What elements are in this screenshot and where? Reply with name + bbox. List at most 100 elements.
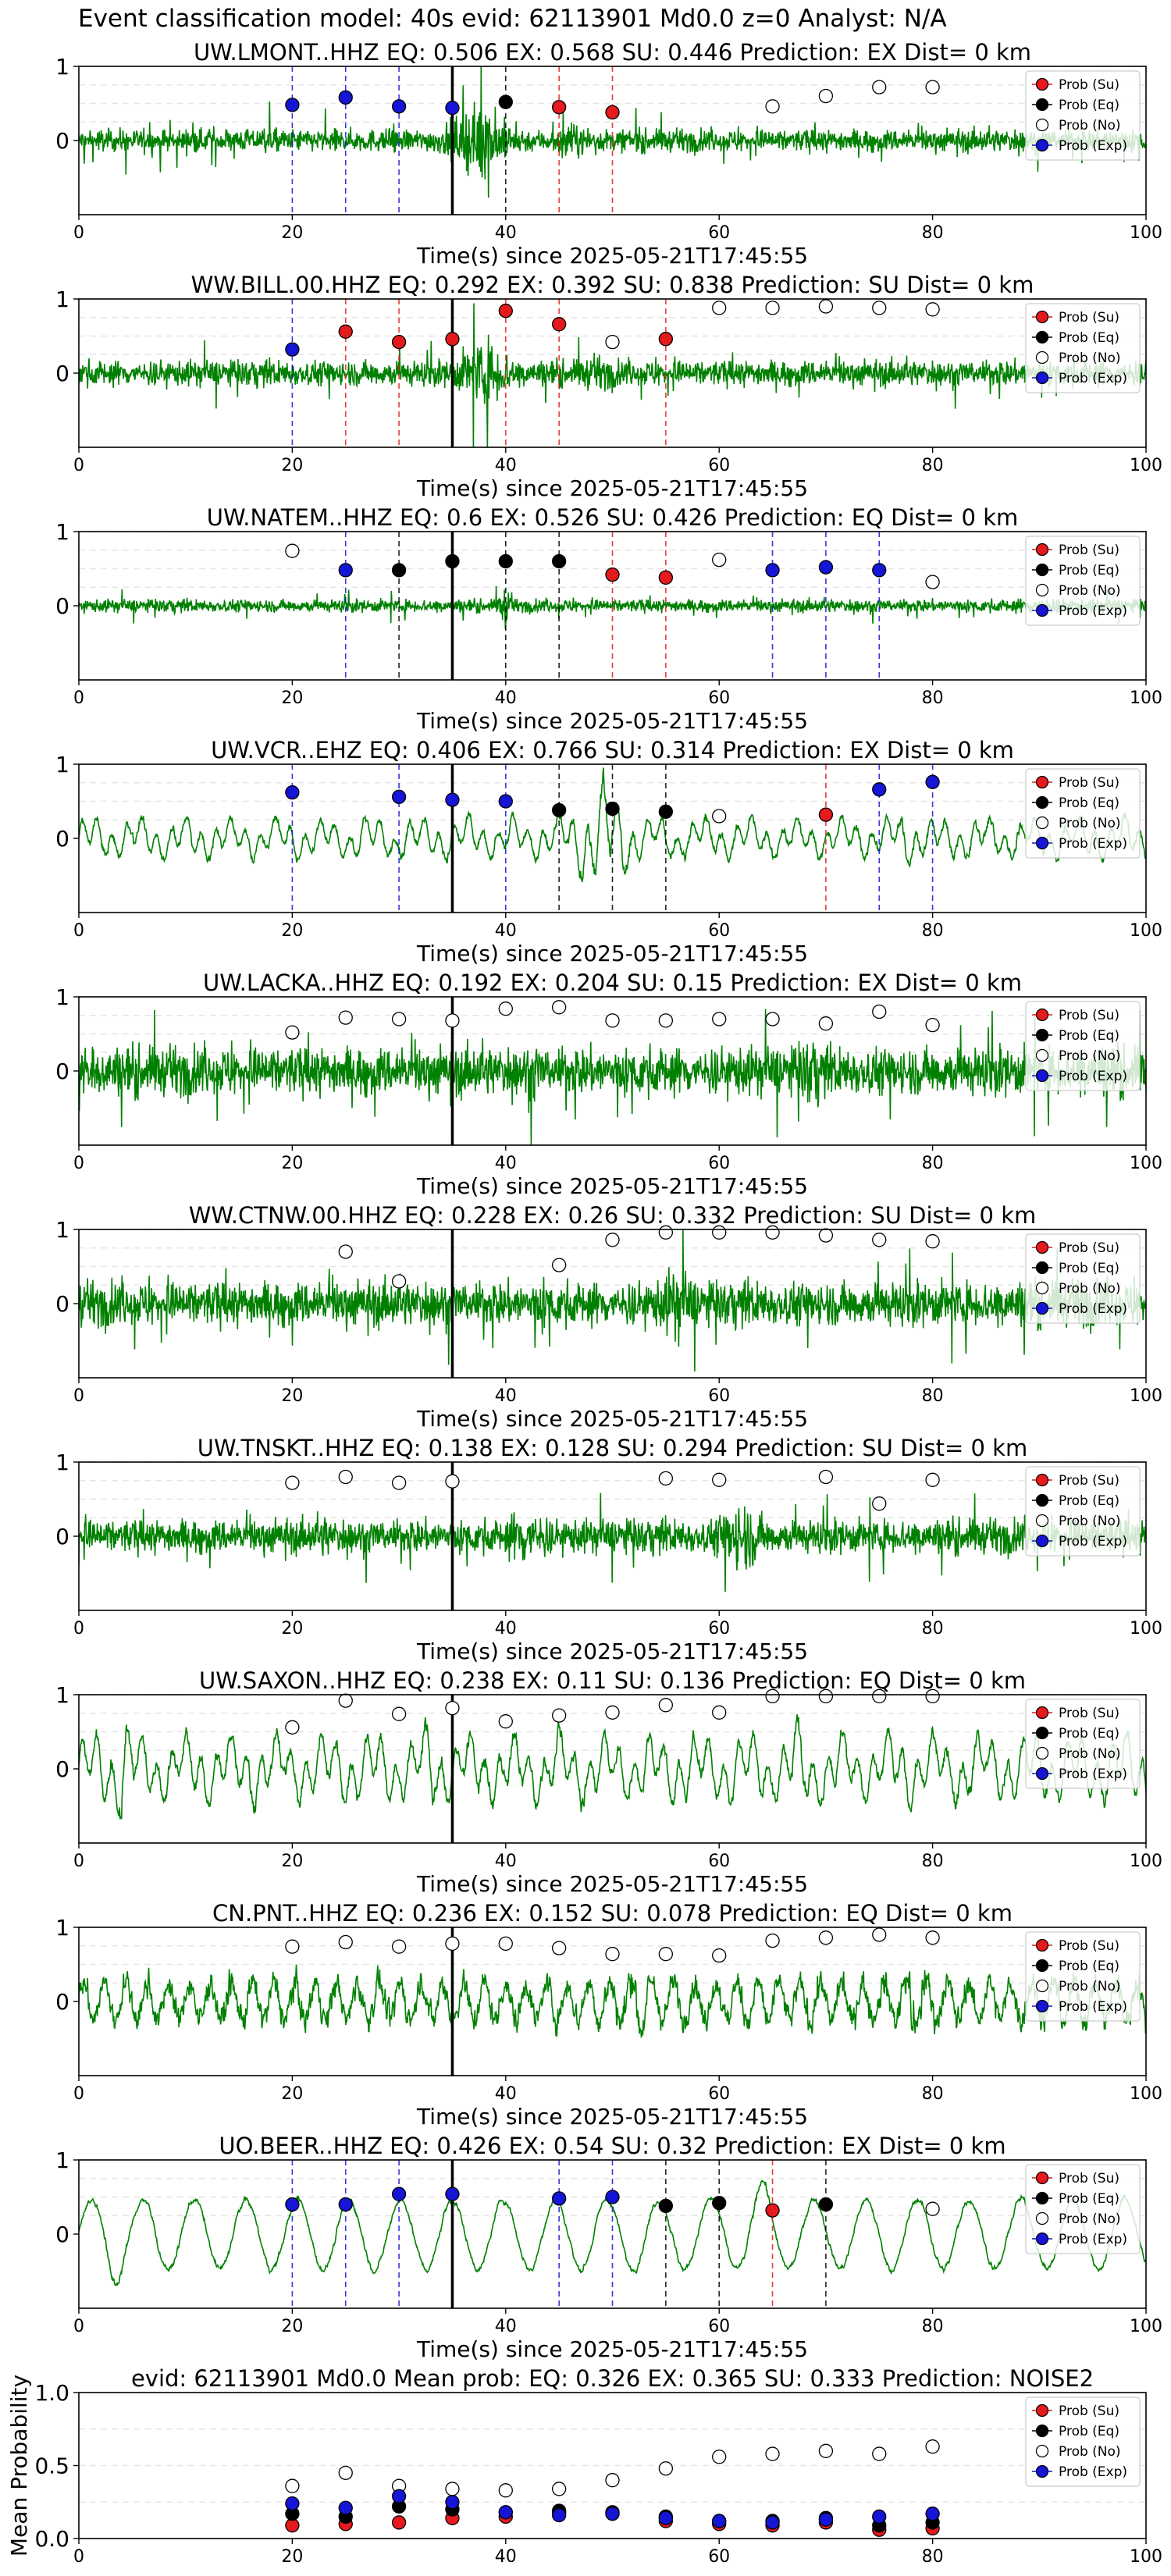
legend-marker-no bbox=[1035, 1746, 1049, 1760]
x-tick-label: 20 bbox=[281, 1852, 303, 1871]
x-tick-label: 60 bbox=[708, 921, 730, 941]
panel-title: UW.LMONT..HHZ EQ: 0.506 EX: 0.568 SU: 0.… bbox=[194, 39, 1031, 66]
x-tick-label: 0 bbox=[73, 223, 84, 243]
prob-marker-eq bbox=[658, 2198, 673, 2214]
legend-label-su: Prob (Su) bbox=[1059, 1938, 1119, 1954]
legend-label-eq: Prob (Eq) bbox=[1059, 98, 1119, 113]
mean-prob-marker-exp bbox=[498, 2505, 513, 2520]
x-tick-label: 60 bbox=[708, 1154, 730, 1173]
panel-3: 0 20 40 60 80 100 0 1 UW.NATEM..HHZ EQ: 0.6 EX: … bbox=[55, 504, 1162, 734]
legend-marker-exp bbox=[1035, 2464, 1049, 2478]
prob-marker-no bbox=[498, 1714, 513, 1729]
prob-marker-no bbox=[818, 1016, 834, 1031]
prob-marker-no bbox=[765, 1933, 780, 1948]
legend-marker-eq bbox=[1035, 1726, 1049, 1740]
x-tick-label: 60 bbox=[708, 1852, 730, 1871]
prob-marker-no bbox=[872, 1233, 887, 1247]
legend-label-eq: Prob (Eq) bbox=[1059, 1493, 1119, 1509]
panel-title: WW.BILL.00.HHZ EQ: 0.292 EX: 0.392 SU: 0… bbox=[191, 272, 1034, 298]
prob-marker-no bbox=[925, 1688, 940, 1704]
legend: Prob (Su) Prob (Eq) Prob (No) Prob (Exp) bbox=[1025, 1233, 1141, 1324]
legend-marker-eq bbox=[1035, 2191, 1049, 2205]
legend-marker-eq bbox=[1035, 1028, 1049, 1042]
x-tick-label: 100 bbox=[1130, 456, 1162, 475]
mean-prob-marker-exp bbox=[605, 2507, 620, 2521]
legend-marker-su bbox=[1035, 1706, 1049, 1720]
x-tick-label: 100 bbox=[1130, 223, 1162, 243]
prob-marker-exp bbox=[285, 98, 300, 112]
prob-marker-no bbox=[498, 1002, 513, 1016]
prob-marker-exp bbox=[445, 101, 460, 116]
legend-marker-su bbox=[1035, 775, 1049, 789]
x-tick-label: 0 bbox=[73, 1852, 84, 1871]
legend-label-exp: Prob (Exp) bbox=[1059, 1069, 1127, 1084]
prob-marker-no bbox=[818, 1688, 834, 1704]
x-tick-label: 60 bbox=[708, 456, 730, 475]
y-tick-label: 0 bbox=[55, 2222, 69, 2247]
prob-marker-exp bbox=[285, 785, 300, 800]
legend-marker-exp bbox=[1035, 1069, 1049, 1083]
panel-8: 0 20 40 60 80 100 0 1 UW.SAXON..HHZ EQ: 0.238 EX… bbox=[55, 1667, 1162, 1897]
x-tick-label: 40 bbox=[495, 1386, 517, 1406]
prob-marker-no bbox=[925, 1234, 940, 1249]
legend-marker-su bbox=[1035, 2171, 1049, 2185]
mean-prob-marker-exp bbox=[872, 2509, 887, 2524]
prob-marker-exp bbox=[338, 2197, 353, 2212]
legend-label-eq: Prob (Eq) bbox=[1059, 2191, 1119, 2207]
prob-marker-su bbox=[552, 100, 567, 115]
x-tick-label: 40 bbox=[495, 1619, 517, 1638]
mean-prob-marker-su bbox=[391, 2515, 407, 2530]
panel-5: 0 20 40 60 80 100 0 1 UW.LACKA..HHZ EQ: 0.192 EX… bbox=[55, 970, 1162, 1199]
x-tick-label: 60 bbox=[708, 2547, 730, 2567]
prob-marker-no bbox=[925, 1930, 940, 1945]
prob-marker-no bbox=[552, 1708, 567, 1723]
prob-marker-exp bbox=[765, 563, 780, 578]
legend-label-exp: Prob (Exp) bbox=[1059, 2232, 1127, 2247]
prob-marker-no bbox=[818, 1469, 834, 1485]
mean-prob-marker-no bbox=[712, 2450, 727, 2464]
legend-label-su: Prob (Su) bbox=[1059, 2171, 1119, 2186]
mean-prob-marker-no bbox=[552, 2482, 567, 2496]
prob-marker-no bbox=[872, 1496, 887, 1511]
legend-label-no: Prob (No) bbox=[1059, 2444, 1121, 2460]
x-tick-label: 0 bbox=[73, 2547, 84, 2567]
legend-label-eq: Prob (Eq) bbox=[1059, 2424, 1119, 2439]
x-tick-label: 20 bbox=[281, 2084, 303, 2104]
seismogram-trace bbox=[79, 1493, 1146, 1592]
prob-marker-no bbox=[285, 1475, 300, 1490]
legend-label-no: Prob (No) bbox=[1059, 1746, 1121, 1762]
y-tick-label: 0 bbox=[55, 361, 69, 386]
legend-marker-no bbox=[1035, 583, 1049, 597]
panel-title: UW.LACKA..HHZ EQ: 0.192 EX: 0.204 SU: 0.… bbox=[203, 970, 1022, 996]
x-tick-label: 0 bbox=[73, 2317, 84, 2336]
prob-marker-eq bbox=[391, 563, 407, 578]
x-axis-label: Time(s) since 2025-05-21T17:45:55 bbox=[416, 1406, 808, 1432]
x-tick-label: 80 bbox=[922, 1154, 944, 1173]
legend-box bbox=[1025, 2396, 1141, 2487]
prob-marker-no bbox=[498, 1936, 513, 1952]
prob-marker-no bbox=[765, 1688, 780, 1704]
legend-box bbox=[1025, 1233, 1141, 1324]
x-tick-label: 40 bbox=[495, 223, 517, 243]
panel-2: 0 20 40 60 80 100 0 1 WW.BILL.00.HHZ EQ: 0.292 E… bbox=[55, 272, 1162, 501]
prob-marker-no bbox=[605, 1705, 620, 1720]
legend-marker-su bbox=[1035, 1473, 1049, 1487]
legend-label-eq: Prob (Eq) bbox=[1059, 330, 1119, 346]
prob-marker-su bbox=[391, 334, 407, 350]
panel-10: 0 20 40 60 80 100 0 1 UO.BEER..HHZ EQ: 0.426 EX:… bbox=[55, 2133, 1162, 2362]
prob-marker-su bbox=[498, 304, 513, 318]
x-axis-label: Time(s) since 2025-05-21T17:45:55 bbox=[416, 941, 808, 966]
prob-marker-exp bbox=[605, 2190, 620, 2204]
seismogram-trace bbox=[79, 585, 1146, 630]
panel-title: UW.VCR..EHZ EQ: 0.406 EX: 0.766 SU: 0.31… bbox=[211, 737, 1014, 763]
panel-4: 0 20 40 60 80 100 0 1 UW.VCR..EHZ EQ: 0.406 EX: … bbox=[55, 737, 1162, 966]
figure-suptitle: Event classification model: 40s evid: 62… bbox=[78, 5, 947, 33]
prob-marker-no bbox=[338, 1693, 353, 1708]
prob-marker-no bbox=[658, 1471, 673, 1486]
legend-marker-eq bbox=[1035, 795, 1049, 809]
legend-marker-su bbox=[1035, 77, 1049, 91]
prob-marker-su bbox=[818, 807, 834, 822]
mean-prob-marker-no bbox=[605, 2473, 620, 2488]
prob-marker-no bbox=[605, 1947, 620, 1962]
x-axis-label: Time(s) since 2025-05-21T17:45:55 bbox=[416, 1871, 808, 1897]
